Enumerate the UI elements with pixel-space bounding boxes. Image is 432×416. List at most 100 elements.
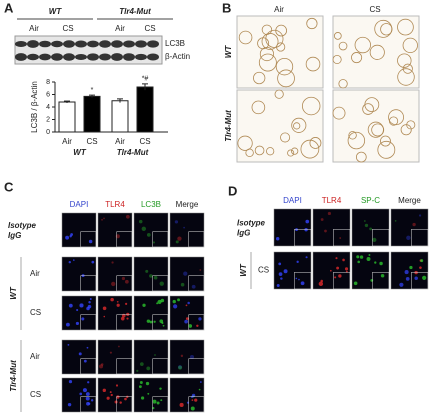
signal <box>136 369 139 372</box>
group-label: WT <box>239 263 248 277</box>
inset <box>152 275 169 292</box>
signal <box>142 303 146 307</box>
micrograph <box>61 377 97 413</box>
band <box>111 53 123 61</box>
signal <box>146 366 151 371</box>
alveolus <box>253 71 266 85</box>
signal <box>185 304 188 307</box>
signal <box>363 220 366 222</box>
signal <box>405 277 410 281</box>
signal <box>420 259 424 263</box>
alveolus <box>259 46 275 62</box>
inset <box>80 231 97 248</box>
micrograph <box>169 212 205 248</box>
column-label: SP-C <box>361 196 380 205</box>
signal <box>152 241 156 244</box>
signal <box>175 240 179 244</box>
x-tick-label: Air <box>115 137 125 146</box>
condition-label: CS <box>30 390 41 399</box>
condition-label: CS <box>258 266 269 275</box>
signal <box>103 315 106 318</box>
signal <box>199 269 202 271</box>
signal <box>353 281 358 286</box>
inset <box>152 231 169 248</box>
micrograph <box>61 256 97 292</box>
signal <box>139 381 143 384</box>
inset <box>152 396 169 413</box>
signal <box>140 396 145 400</box>
micrograph <box>169 339 205 375</box>
column-label: Air <box>274 5 284 14</box>
signal <box>406 235 411 240</box>
y-axis-label: LC3B / β-Actin <box>30 81 39 133</box>
y-tick-label: 0 <box>46 129 50 136</box>
signal <box>380 273 385 278</box>
band <box>99 40 111 48</box>
column-label: DAPI <box>283 196 302 205</box>
signal <box>111 281 116 287</box>
band <box>15 53 27 61</box>
signal <box>159 387 162 390</box>
alveolus <box>305 56 321 72</box>
signal <box>139 362 144 367</box>
column-label: TLR4 <box>105 200 125 209</box>
signal <box>342 258 345 262</box>
signal <box>119 401 122 404</box>
signal <box>153 320 156 323</box>
band <box>51 40 63 48</box>
signal <box>115 234 120 239</box>
signal <box>324 229 327 233</box>
signal <box>88 239 93 244</box>
inset <box>333 229 351 247</box>
band <box>123 53 135 61</box>
alveolus <box>306 17 318 30</box>
signal <box>121 276 126 281</box>
alveolus <box>275 58 294 76</box>
alveolus <box>380 135 391 147</box>
signal <box>152 406 155 410</box>
signal <box>399 282 404 287</box>
row-label: Isotype <box>237 219 266 228</box>
panel-letter: D <box>228 183 237 198</box>
signal <box>414 276 418 281</box>
signal <box>177 298 181 302</box>
band <box>87 40 99 48</box>
signal <box>336 266 340 270</box>
micrograph <box>97 212 133 248</box>
signal <box>185 317 189 320</box>
signal <box>124 397 127 401</box>
alveolus <box>258 53 277 72</box>
alveolus <box>397 18 414 36</box>
band <box>135 40 147 48</box>
alveolus <box>291 117 307 133</box>
inset <box>116 314 133 331</box>
signal <box>369 227 373 231</box>
signal <box>157 299 162 305</box>
signal <box>138 219 143 224</box>
signal <box>141 226 147 231</box>
alveolus <box>293 122 301 130</box>
signal <box>79 392 83 396</box>
signal <box>109 351 112 354</box>
signal <box>194 398 198 402</box>
y-tick-label: 2 <box>46 116 50 123</box>
alveolus <box>309 137 322 149</box>
signal <box>178 365 182 369</box>
band <box>123 40 135 48</box>
alveolus <box>355 151 367 163</box>
signal <box>147 392 150 395</box>
signal <box>146 232 151 237</box>
micrograph <box>97 256 133 292</box>
signal <box>162 324 165 327</box>
signal <box>275 237 280 241</box>
band <box>15 40 27 48</box>
signal <box>82 388 87 393</box>
alveolus <box>251 100 266 115</box>
signal <box>67 402 72 407</box>
inset <box>411 272 429 290</box>
signal <box>121 313 126 318</box>
inset <box>188 358 205 375</box>
alveolus <box>351 52 363 64</box>
alveolus <box>377 140 396 159</box>
micrograph <box>236 89 324 163</box>
